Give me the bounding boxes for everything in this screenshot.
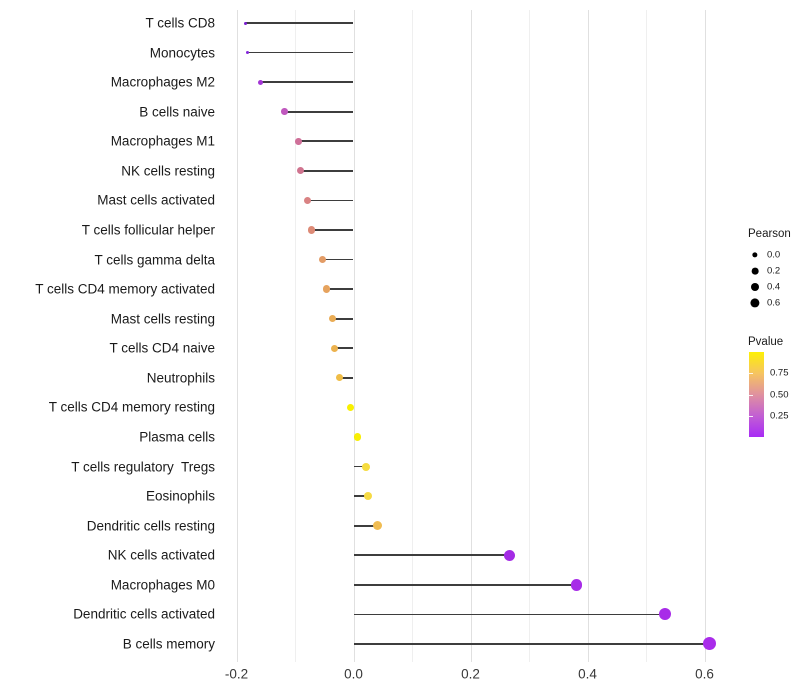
pvalue-tick-label: 0.25 <box>770 410 789 421</box>
size-legend-label: 0.6 <box>767 297 781 309</box>
major-gridline <box>236 10 238 662</box>
lollipop-stick <box>247 51 354 54</box>
lollipop-stick <box>326 288 354 290</box>
y-axis-label: NK cells activated <box>107 547 215 563</box>
y-axis-label: Macrophages M0 <box>110 577 215 593</box>
y-axis-label: Dendritic cells activated <box>73 606 215 622</box>
minor-gridline <box>529 10 530 662</box>
y-axis-label: T cells CD4 naive <box>109 340 215 356</box>
size-legend-label: 0.2 <box>767 265 781 277</box>
y-axis-label: T cells regulatory Tregs <box>71 458 215 474</box>
y-axis-label: Macrophages M2 <box>110 74 215 90</box>
pvalue-tick-mark <box>749 373 753 375</box>
y-axis-label: Dendritic cells resting <box>86 517 215 533</box>
size-legend-title: Pearson <box>748 228 791 240</box>
y-axis-label: Neutrophils <box>146 370 215 386</box>
major-gridline <box>470 10 472 662</box>
data-point-dot <box>362 462 371 471</box>
x-tick-label: -0.2 <box>224 666 249 682</box>
size-legend-dot <box>751 283 759 291</box>
pvalue-tick-mark <box>749 415 753 417</box>
lollipop-stick <box>353 465 367 468</box>
y-axis-label: T cells CD4 memory resting <box>48 399 215 415</box>
lollipop-stick <box>332 317 354 320</box>
size-legend-label: 0.4 <box>767 281 781 293</box>
lollipop-stick <box>300 170 354 172</box>
data-point-dot <box>658 608 671 621</box>
data-point-dot <box>307 226 316 234</box>
lollipop-stick <box>353 554 510 557</box>
y-axis-label: T cells CD8 <box>145 15 215 31</box>
pvalue-tick-label: 0.75 <box>770 367 789 379</box>
y-axis-label: Mast cells activated <box>97 192 215 208</box>
data-point-dot <box>347 403 355 411</box>
data-point-dot <box>353 433 362 441</box>
data-point-dot <box>281 108 288 115</box>
y-axis-label: T cells CD4 memory activated <box>35 281 215 297</box>
size-legend-dot <box>750 298 760 308</box>
major-gridline <box>704 10 706 662</box>
data-point-dot <box>504 549 516 561</box>
data-point-dot <box>570 579 583 591</box>
data-point-dot <box>245 50 250 55</box>
pvalue-tick-label: 0.50 <box>770 388 789 400</box>
data-point-dot <box>243 21 247 25</box>
lollipop-stick <box>245 22 354 24</box>
y-axis-label: Monocytes <box>149 44 215 60</box>
size-legend-dot <box>752 252 758 258</box>
lollipop-stick <box>284 110 354 113</box>
data-point-dot <box>702 637 716 651</box>
y-axis-label: NK cells resting <box>121 163 215 179</box>
size-legend-label: 0.0 <box>767 249 781 261</box>
lollipop-stick <box>334 347 354 350</box>
lollipop-stick <box>322 258 354 261</box>
major-gridline <box>587 10 589 662</box>
lollipop-stick <box>260 81 354 83</box>
data-point-dot <box>335 374 343 382</box>
data-point-dot <box>295 138 302 145</box>
y-axis-label: Plasma cells <box>139 429 215 445</box>
lollipop-stick <box>339 377 354 379</box>
lollipop-stick <box>311 229 354 231</box>
lollipop-stick <box>353 584 577 586</box>
data-point-dot <box>363 492 372 501</box>
minor-gridline <box>646 10 647 662</box>
lollipop-stick <box>353 643 710 645</box>
data-point-dot <box>322 285 331 293</box>
color-legend-title: Pvalue <box>748 336 784 348</box>
y-axis-label: Eosinophils <box>145 488 215 504</box>
lollipop-stick <box>353 524 378 527</box>
y-axis-label: B cells naive <box>139 103 215 119</box>
data-point-dot <box>331 344 339 352</box>
y-axis-label: Macrophages M1 <box>110 133 215 149</box>
lollipop-stick <box>298 140 354 143</box>
minor-gridline <box>412 10 413 662</box>
lollipop-stick <box>307 199 354 202</box>
pvalue-tick-mark <box>749 394 753 396</box>
data-point-dot <box>303 196 311 204</box>
size-legend-dot <box>751 267 759 275</box>
data-point-dot <box>257 79 263 85</box>
data-point-dot <box>296 167 304 175</box>
y-axis-label: T cells follicular helper <box>81 222 215 238</box>
x-tick-label: 0.0 <box>344 666 363 682</box>
y-axis-label: T cells gamma delta <box>94 251 215 267</box>
lollipop-stick <box>353 613 665 616</box>
major-gridline <box>353 10 355 662</box>
y-axis-label: B cells memory <box>122 636 215 652</box>
x-tick-label: 0.2 <box>461 666 480 682</box>
data-point-dot <box>328 315 336 323</box>
data-point-dot <box>372 521 382 531</box>
lollipop-stick <box>353 495 368 497</box>
x-tick-label: 0.4 <box>578 666 597 682</box>
y-axis-label: Mast cells resting <box>110 310 215 326</box>
minor-gridline <box>295 10 296 662</box>
data-point-dot <box>318 255 327 264</box>
x-tick-label: 0.6 <box>695 666 714 682</box>
